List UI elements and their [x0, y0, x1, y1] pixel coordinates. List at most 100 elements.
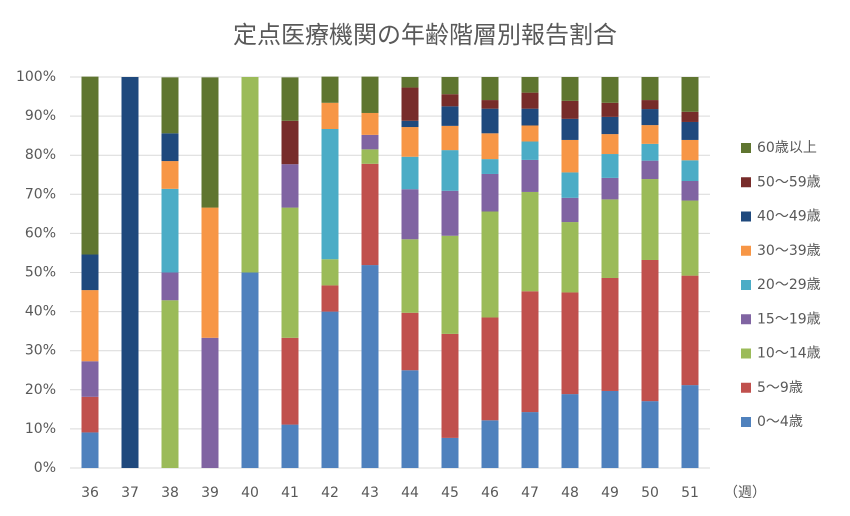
y-tick-label: 50% [25, 265, 56, 281]
x-tick-label: 36 [81, 485, 99, 501]
bar-segment [401, 127, 419, 157]
x-tick-label: 51 [681, 485, 699, 501]
legend-label: 40～49歳 [757, 209, 821, 225]
bar-segment [521, 412, 539, 468]
bar-segment [401, 156, 419, 190]
bar-segment [521, 159, 539, 192]
bar-segment [321, 76, 339, 103]
bar-segment [561, 118, 579, 140]
bar-segment [521, 92, 539, 109]
bar-segment [241, 272, 259, 468]
bar-segment [441, 94, 459, 107]
bar-segment [641, 160, 659, 180]
bar-segment [641, 259, 659, 402]
x-tick-label: 38 [161, 485, 179, 501]
bar-segment [481, 100, 499, 109]
x-tick-label: 46 [481, 485, 499, 501]
x-tick-label: 47 [521, 485, 539, 501]
bar-segment [561, 394, 579, 468]
bar-segment [401, 189, 419, 240]
bar-segment [401, 77, 419, 88]
legend-label: 0～4歳 [757, 414, 803, 430]
legend-swatch [741, 314, 751, 325]
bar-segment [321, 102, 339, 130]
bar-segment [521, 77, 539, 93]
bar-segment [601, 277, 619, 391]
bar-segment [681, 160, 699, 182]
bar-segment [321, 285, 339, 312]
legend-swatch [741, 280, 751, 290]
bar-segment [561, 172, 579, 198]
bar-segment [601, 390, 619, 468]
bar-segment [401, 239, 419, 313]
bar-segment [201, 77, 219, 208]
x-tick-label: 50 [641, 485, 659, 501]
legend-label: 15～19歳 [757, 311, 821, 327]
legend-label: 10～14歳 [757, 346, 821, 362]
bar-segment [441, 190, 459, 236]
bar-segment [561, 139, 579, 173]
bar-segment [601, 134, 619, 155]
bar-segment [201, 337, 219, 468]
bar-segment [281, 424, 299, 468]
bar-segment [561, 222, 579, 293]
bar-segment [681, 275, 699, 386]
bar-segment [561, 292, 579, 395]
bar-segment [601, 177, 619, 200]
legend-label: 30～39歳 [757, 243, 821, 259]
bar-segment [561, 197, 579, 223]
bar-segment [641, 125, 659, 144]
bar-segment [161, 300, 179, 468]
bar-segment [481, 211, 499, 318]
bar-segment [401, 120, 419, 128]
x-tick-label: 37 [121, 485, 139, 501]
bar-segment [561, 77, 579, 101]
bar-segment [641, 143, 659, 161]
y-tick-label: 60% [25, 225, 56, 241]
bar-segment [401, 370, 419, 468]
bar-segment [441, 106, 459, 126]
legend-swatch [741, 245, 751, 256]
bar-segment [601, 116, 619, 135]
y-tick-label: 100% [16, 69, 56, 85]
bar-segment [81, 396, 99, 433]
bar-segment [321, 311, 339, 468]
bar-segment [281, 77, 299, 121]
bar-segment [681, 181, 699, 201]
bar-segment [361, 163, 379, 266]
bar-segment [681, 200, 699, 276]
bar-segment [481, 159, 499, 174]
legend-swatch [741, 143, 751, 153]
bar-segment [321, 129, 339, 260]
chart-title: 定点医療機関の年齢階層別報告割合 [233, 21, 617, 49]
legend-swatch [741, 348, 751, 359]
bar-segment [481, 133, 499, 160]
bar-segment [201, 207, 219, 338]
bar-segment [361, 265, 379, 468]
bar-segment [601, 77, 619, 103]
bar-segment [641, 401, 659, 468]
bar-segment [361, 76, 379, 113]
bar-segment [281, 207, 299, 338]
bar-segment [281, 164, 299, 208]
bar-segment [441, 235, 459, 334]
bar-segment [681, 121, 699, 140]
bar-segment [441, 125, 459, 151]
bar-segment [681, 111, 699, 122]
y-tick-label: 0% [34, 460, 56, 476]
bar-segment [681, 385, 699, 468]
bar-segment [161, 272, 179, 301]
bar-segment [441, 333, 459, 438]
bar-segment [441, 437, 459, 468]
y-tick-label: 20% [25, 382, 56, 398]
x-tick-label: 45 [441, 485, 459, 501]
bar-segment [601, 199, 619, 278]
bar-segment [521, 141, 539, 160]
bar-segment [121, 77, 139, 468]
legend-label: 50～59歳 [757, 174, 821, 190]
bar-segment [161, 77, 179, 134]
x-tick-label: 42 [321, 485, 339, 501]
bar-segment [521, 125, 539, 142]
x-tick-label: 48 [561, 485, 579, 501]
